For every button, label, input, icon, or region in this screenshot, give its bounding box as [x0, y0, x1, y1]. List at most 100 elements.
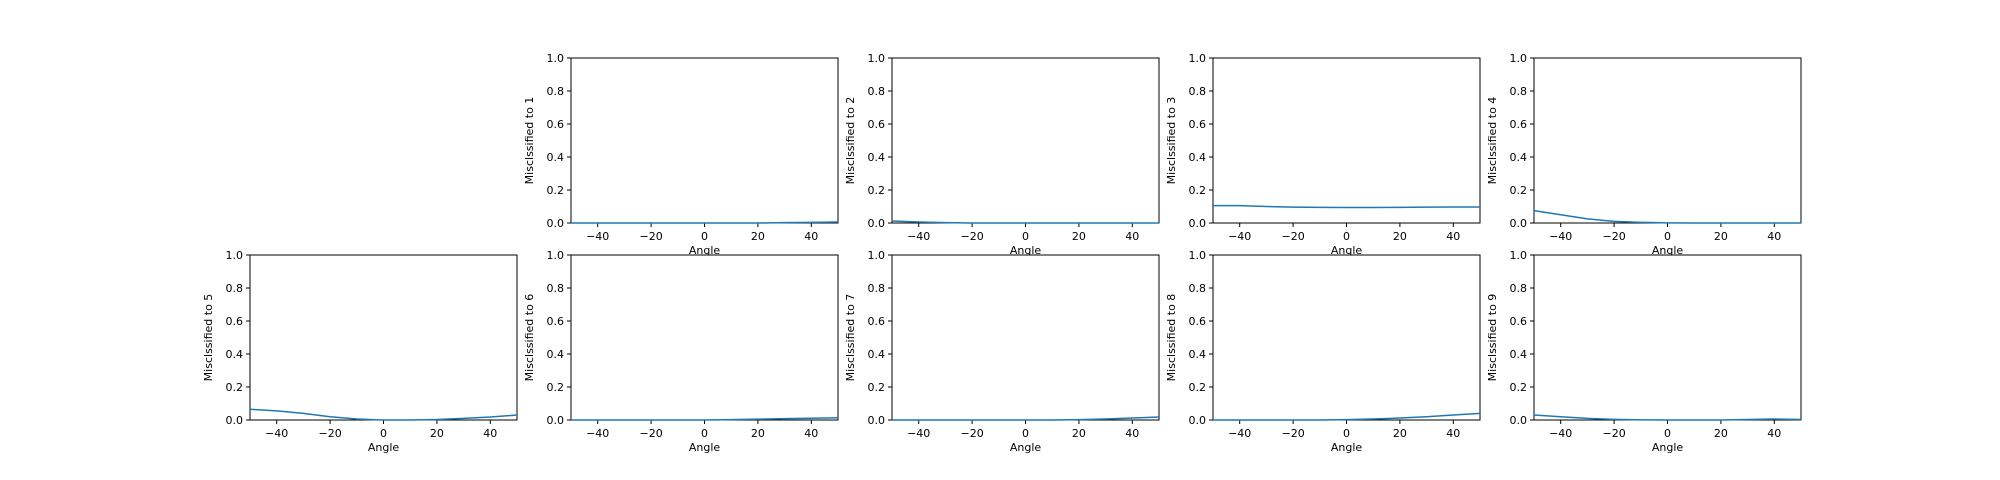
x-tick-label: −40	[1228, 427, 1251, 440]
x-tick-label: 0	[701, 230, 708, 243]
y-tick-label: 0.0	[868, 414, 886, 427]
y-axis-label: Misclssified to 4	[1486, 97, 1499, 185]
x-tick-label: −40	[907, 427, 930, 440]
plot-area	[570, 254, 839, 421]
y-tick-label: 0.6	[1510, 315, 1528, 328]
y-tick-label: 0.0	[547, 414, 565, 427]
y-tick-label: 0.2	[868, 184, 886, 197]
series-line	[1533, 209, 1801, 224]
y-axis-label: Misclssified to 3	[1165, 97, 1178, 185]
y-tick-label: 0.0	[868, 217, 886, 230]
y-tick-label: 0.6	[547, 118, 565, 131]
y-tick-label: 0.4	[1189, 348, 1207, 361]
y-tick-label: 1.0	[547, 52, 565, 65]
x-axis-label: Angle	[368, 441, 400, 454]
y-tick-label: 0.8	[1510, 85, 1528, 98]
subplot-9: 0.0 0.2 0.4 0.6 0.8 1.0 −40 −20 0 20 40 Angle Miscls…	[1486, 249, 1802, 454]
x-tick-label: −20	[1602, 427, 1625, 440]
plot-area	[1533, 57, 1802, 224]
x-tick-label: 40	[1446, 427, 1460, 440]
y-tick-label: 0.2	[1189, 184, 1207, 197]
x-axis-label: Angle	[1010, 441, 1042, 454]
series-line	[1213, 204, 1480, 209]
x-tick-label: −40	[1549, 230, 1572, 243]
y-tick-label: 0.6	[226, 315, 244, 328]
y-tick-label: 0.2	[868, 381, 886, 394]
plot-area	[1212, 57, 1481, 224]
x-axis-label: Angle	[689, 441, 721, 454]
y-tick-label: 0.2	[547, 381, 565, 394]
x-tick-label: 0	[1664, 427, 1671, 440]
y-tick-label: 0.4	[1510, 348, 1528, 361]
x-tick-label: 0	[701, 427, 708, 440]
y-axis-label: Misclssified to 5	[202, 294, 215, 382]
y-tick-label: 0.4	[547, 151, 565, 164]
x-tick-label: −20	[639, 230, 662, 243]
plot-area	[1212, 254, 1481, 421]
x-axis-label: Angle	[689, 244, 721, 257]
x-tick-label: −40	[265, 427, 288, 440]
y-tick-label: 0.0	[1510, 414, 1528, 427]
y-tick-label: 0.4	[1510, 151, 1528, 164]
series-line	[1533, 414, 1802, 421]
y-tick-label: 0.4	[868, 348, 886, 361]
y-tick-label: 0.2	[226, 381, 244, 394]
series-line	[891, 220, 1159, 224]
x-tick-label: 0	[1022, 427, 1029, 440]
series-line	[249, 408, 518, 421]
x-axis-label: Angle	[1652, 441, 1684, 454]
x-tick-label: 20	[430, 427, 444, 440]
y-tick-label: 0.4	[868, 151, 886, 164]
y-tick-label: 0.8	[226, 282, 244, 295]
y-tick-label: 0.4	[226, 348, 244, 361]
y-tick-label: 1.0	[1510, 52, 1528, 65]
x-tick-label: 20	[751, 230, 765, 243]
subplot-7: 0.0 0.2 0.4 0.6 0.8 1.0 −40 −20 0 20 40 Angle Miscls…	[844, 249, 1160, 454]
plot-area	[891, 57, 1160, 224]
x-tick-label: 40	[483, 427, 497, 440]
y-axis-label: Misclssified to 2	[844, 97, 857, 185]
x-tick-label: 40	[1125, 427, 1139, 440]
x-tick-label: −20	[1281, 427, 1304, 440]
y-tick-label: 0.2	[1510, 381, 1528, 394]
y-tick-label: 0.2	[547, 184, 565, 197]
x-tick-label: 40	[1767, 427, 1781, 440]
series-line	[892, 416, 1160, 421]
x-tick-label: −20	[960, 427, 983, 440]
y-tick-label: 1.0	[1189, 249, 1207, 262]
x-tick-label: −40	[586, 230, 609, 243]
y-tick-label: 0.2	[1189, 381, 1207, 394]
y-tick-label: 1.0	[868, 52, 886, 65]
y-tick-label: 0.0	[547, 217, 565, 230]
x-tick-label: 20	[1072, 427, 1086, 440]
x-tick-label: 20	[1714, 230, 1728, 243]
subplot-4: 0.0 0.2 0.4 0.6 0.8 1.0 −40 −20 0 20 40 Angle Miscls…	[1486, 52, 1802, 257]
y-axis-label: Misclssified to 7	[844, 294, 857, 382]
series-line	[571, 416, 839, 421]
subplot-3: 0.0 0.2 0.4 0.6 0.8 1.0 −40 −20 0 20 40 Angle Miscls…	[1165, 52, 1481, 257]
subplot-5: 0.0 0.2 0.4 0.6 0.8 1.0 −40 −20 0 20 40 Angle Miscls…	[202, 249, 518, 454]
y-tick-label: 0.6	[1510, 118, 1528, 131]
plot-area	[891, 254, 1160, 421]
x-tick-label: 20	[1714, 427, 1728, 440]
y-tick-label: 0.0	[1510, 217, 1528, 230]
x-tick-label: −40	[907, 230, 930, 243]
x-tick-label: −40	[1549, 427, 1572, 440]
x-tick-label: 20	[1393, 427, 1407, 440]
x-tick-label: 40	[1446, 230, 1460, 243]
y-axis-label: Misclssified to 9	[1486, 294, 1499, 382]
y-tick-label: 1.0	[226, 249, 244, 262]
y-axis-label: Misclssified to 1	[523, 97, 536, 185]
x-tick-label: 0	[1343, 427, 1350, 440]
y-tick-label: 0.6	[868, 315, 886, 328]
x-tick-label: −20	[960, 230, 983, 243]
x-tick-label: 0	[1343, 230, 1350, 243]
plot-area	[1533, 254, 1802, 421]
x-tick-label: −20	[1602, 230, 1625, 243]
x-tick-label: 20	[1393, 230, 1407, 243]
subplot-1: 0.0 0.2 0.4 0.6 0.8 1.0 −40 −20 0 20 40 Angle Miscls…	[523, 52, 839, 257]
x-tick-label: 0	[1022, 230, 1029, 243]
y-tick-label: 1.0	[1189, 52, 1207, 65]
y-tick-label: 0.6	[868, 118, 886, 131]
